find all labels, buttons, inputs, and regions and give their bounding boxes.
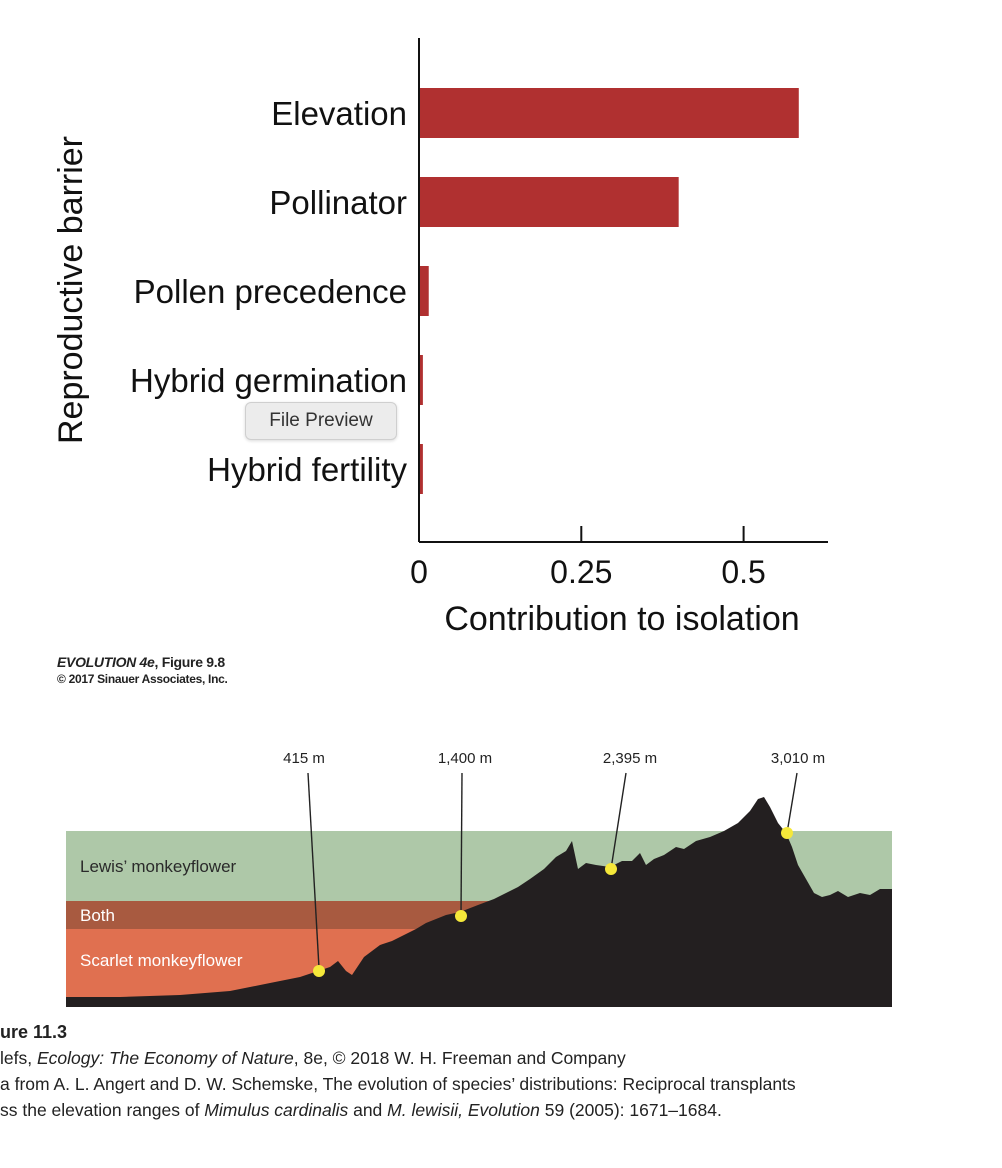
- y-axis-title: Reproductive barrier: [52, 136, 90, 444]
- caption-italic: Mimulus cardinalis: [204, 1100, 349, 1120]
- band-label-upper: Lewis’ monkeyflower: [80, 857, 237, 876]
- category-label: Elevation: [271, 95, 407, 132]
- category-label: Hybrid fertility: [207, 451, 407, 488]
- caption-text: and: [348, 1100, 388, 1120]
- bar-pollinator: [419, 177, 679, 227]
- elevation-label-3010: 3,010 m: [771, 750, 825, 767]
- file-preview-button[interactable]: File Preview: [245, 402, 397, 440]
- marker-1400: [455, 910, 467, 922]
- x-tick-label: 0.25: [550, 554, 612, 590]
- bar-pollen-precedence: [419, 266, 429, 316]
- bar-elevation: [419, 88, 799, 138]
- credit-figure: , Figure 9.8: [154, 654, 226, 670]
- bar-chart: Elevation Pollinator Pollen precedence Hybr…: [52, 38, 828, 638]
- marker-2395: [605, 863, 617, 875]
- category-label: Pollen precedence: [134, 273, 407, 310]
- band-label-middle: Both: [80, 906, 115, 925]
- elevation-label-1400: 1,400 m: [438, 750, 492, 767]
- terrain-silhouette: [66, 797, 892, 1007]
- caption-italic: Ecology: The Economy of Nature: [36, 1048, 294, 1068]
- elevation-label-415: 415 m: [283, 750, 325, 767]
- credit-book: EVOLUTION 4e: [57, 654, 155, 670]
- figure-caption-line-1: lefs, Ecology: The Economy of Nature, 8e…: [0, 1048, 626, 1069]
- caption-italic: M. lewisii, Evolution: [387, 1100, 540, 1120]
- marker-415: [313, 965, 325, 977]
- figure-caption-line-2: a from A. L. Angert and D. W. Schemske, …: [0, 1074, 796, 1094]
- category-label: Hybrid germination: [130, 362, 407, 399]
- category-labels: Elevation Pollinator Pollen precedence Hybr…: [130, 95, 407, 488]
- caption-text: , 8e, © 2018 W. H. Freeman and Company: [293, 1048, 626, 1068]
- figure-caption-title: ure 11.3: [0, 1022, 68, 1042]
- caption-text: lefs,: [0, 1048, 37, 1068]
- category-label: Pollinator: [269, 184, 407, 221]
- credit-copyright: © 2017 Sinauer Associates, Inc.: [57, 672, 228, 686]
- x-tick-label: 0: [410, 554, 428, 590]
- figure-caption-line-3: ss the elevation ranges of Mimulus cardi…: [0, 1100, 722, 1121]
- x-tick-label: 0.5: [721, 554, 765, 590]
- marker-3010: [781, 827, 793, 839]
- bar-hybrid-germination: [419, 355, 423, 405]
- elevation-label-2395: 2,395 m: [603, 750, 657, 767]
- figure-credit: EVOLUTION 4e, Figure 9.8: [57, 654, 225, 670]
- band-label-lower: Scarlet monkeyflower: [80, 951, 243, 970]
- bar-hybrid-fertility: [419, 444, 423, 494]
- x-ticks: 0 0.25 0.5: [410, 526, 766, 590]
- elevation-profile: 415 m 1,400 m 2,395 m 3,010 m Lewis’ mon…: [66, 750, 892, 1007]
- leader-lines: [307, 772, 798, 969]
- caption-text: 59 (2005): 1671–1684.: [539, 1100, 722, 1120]
- caption-text: ss the elevation ranges of: [0, 1100, 205, 1120]
- x-axis-title: Contribution to isolation: [444, 600, 799, 638]
- bars-group: [419, 88, 799, 494]
